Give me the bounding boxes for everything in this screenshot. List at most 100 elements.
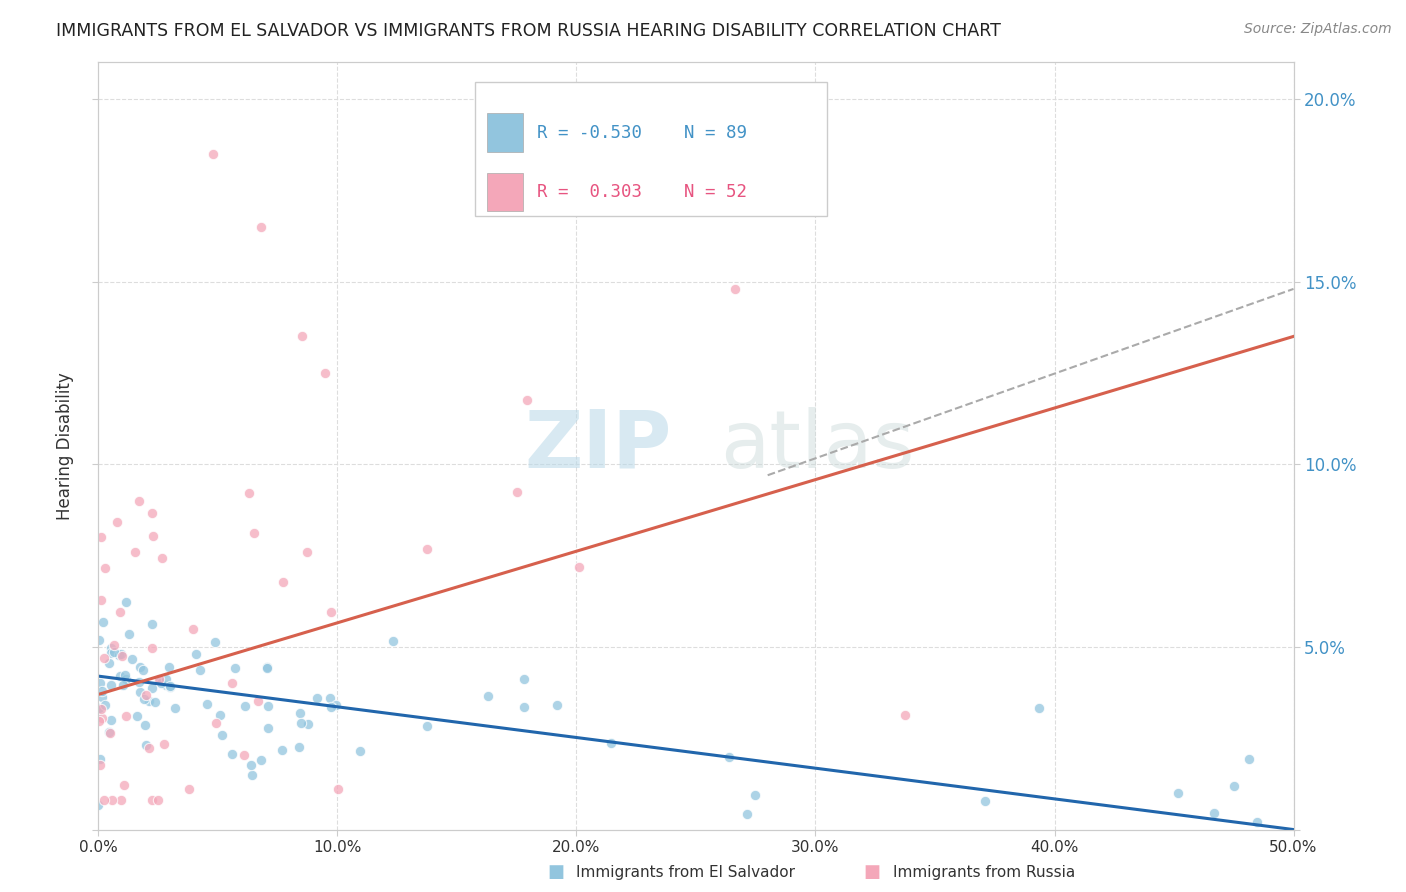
Point bbox=[321, 699, 343, 714]
Point bbox=[135, 738, 157, 752]
Point bbox=[257, 721, 280, 735]
Point bbox=[512, 700, 534, 714]
Point bbox=[90, 592, 112, 607]
Point bbox=[224, 661, 246, 675]
Point bbox=[128, 660, 150, 674]
Text: atlas: atlas bbox=[720, 407, 914, 485]
Point bbox=[100, 713, 122, 727]
Point bbox=[115, 709, 138, 723]
Point bbox=[89, 633, 111, 648]
Point bbox=[134, 692, 156, 706]
Point bbox=[121, 651, 143, 665]
Point bbox=[124, 545, 146, 559]
Point bbox=[142, 529, 165, 543]
Point bbox=[239, 758, 262, 772]
Text: IMMIGRANTS FROM EL SALVADOR VS IMMIGRANTS FROM RUSSIA HEARING DISABILITY CORRELA: IMMIGRANTS FROM EL SALVADOR VS IMMIGRANT… bbox=[56, 22, 1001, 40]
Point bbox=[290, 716, 312, 731]
Point bbox=[238, 486, 260, 500]
Point bbox=[159, 679, 181, 693]
Text: R = -0.530    N = 89: R = -0.530 N = 89 bbox=[537, 124, 747, 142]
Point bbox=[381, 634, 404, 648]
Point bbox=[315, 366, 337, 380]
Point bbox=[87, 704, 110, 718]
Point bbox=[246, 694, 269, 708]
Point bbox=[89, 752, 111, 766]
Point bbox=[1237, 752, 1260, 766]
Point bbox=[146, 793, 169, 807]
Point bbox=[250, 753, 273, 767]
Point bbox=[516, 393, 538, 408]
Point bbox=[155, 672, 177, 686]
Point bbox=[103, 645, 125, 659]
Point bbox=[1246, 815, 1268, 830]
Point bbox=[93, 561, 115, 575]
Point bbox=[91, 683, 114, 698]
Point bbox=[242, 768, 264, 782]
Text: ZIP: ZIP bbox=[524, 407, 672, 485]
Point bbox=[718, 750, 741, 764]
Point bbox=[138, 740, 160, 755]
Point bbox=[221, 676, 243, 690]
Point bbox=[326, 781, 349, 796]
Point bbox=[319, 691, 342, 706]
Point bbox=[112, 778, 135, 792]
Point bbox=[128, 674, 150, 689]
Point bbox=[181, 622, 204, 636]
Point bbox=[744, 788, 766, 802]
Point bbox=[97, 657, 120, 671]
Point bbox=[546, 698, 568, 713]
Point bbox=[108, 648, 131, 663]
Point bbox=[91, 711, 114, 725]
Y-axis label: Hearing Disability: Hearing Disability bbox=[56, 372, 75, 520]
Point bbox=[143, 694, 166, 708]
Point bbox=[1204, 806, 1226, 821]
Point bbox=[87, 797, 110, 812]
Point bbox=[271, 574, 294, 589]
Point bbox=[153, 737, 176, 751]
Point bbox=[513, 672, 536, 686]
Point bbox=[90, 530, 112, 544]
Point bbox=[179, 781, 201, 796]
Point bbox=[256, 659, 278, 673]
Point bbox=[233, 698, 256, 713]
Point bbox=[600, 736, 623, 750]
Point bbox=[110, 793, 132, 807]
Point bbox=[157, 660, 180, 674]
Point bbox=[90, 690, 112, 705]
Point bbox=[89, 676, 111, 690]
Point bbox=[108, 669, 131, 683]
FancyBboxPatch shape bbox=[486, 113, 523, 152]
Point bbox=[115, 672, 138, 686]
Point bbox=[159, 680, 181, 694]
Point bbox=[110, 605, 132, 619]
Point bbox=[114, 667, 136, 681]
Point bbox=[129, 685, 152, 699]
Point bbox=[128, 493, 150, 508]
Point bbox=[125, 709, 148, 723]
Text: Source: ZipAtlas.com: Source: ZipAtlas.com bbox=[1244, 22, 1392, 37]
Point bbox=[141, 681, 163, 695]
Point bbox=[184, 647, 207, 661]
Text: ■: ■ bbox=[863, 863, 880, 881]
Point bbox=[141, 793, 163, 807]
Point bbox=[257, 698, 280, 713]
Point bbox=[103, 639, 125, 653]
Point bbox=[477, 689, 499, 703]
Point bbox=[91, 615, 114, 630]
Point bbox=[735, 806, 758, 821]
Point bbox=[288, 739, 311, 754]
Text: ■: ■ bbox=[547, 863, 564, 881]
Point bbox=[295, 545, 318, 559]
Point bbox=[148, 672, 170, 686]
Point bbox=[110, 648, 132, 662]
Point bbox=[271, 743, 294, 757]
Point bbox=[90, 702, 112, 716]
Point bbox=[325, 698, 347, 713]
Text: R =  0.303    N = 52: R = 0.303 N = 52 bbox=[537, 183, 747, 201]
Point bbox=[115, 594, 138, 608]
Point bbox=[149, 673, 172, 688]
Point bbox=[723, 283, 745, 297]
Point bbox=[150, 676, 173, 690]
Point bbox=[1167, 786, 1189, 800]
Point bbox=[111, 678, 134, 692]
